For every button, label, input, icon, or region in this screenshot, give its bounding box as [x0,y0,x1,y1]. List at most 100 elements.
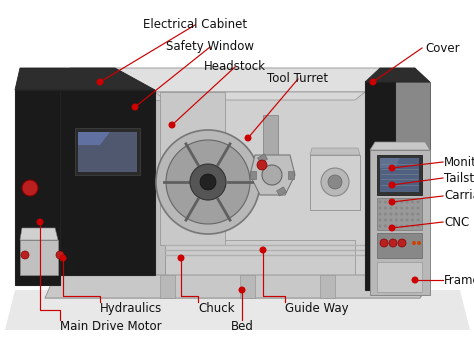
Polygon shape [20,240,58,275]
Polygon shape [380,158,419,192]
Circle shape [384,224,387,228]
Text: Headstock: Headstock [204,60,266,73]
Polygon shape [377,198,422,230]
Text: Chuck: Chuck [198,302,235,315]
Circle shape [97,78,103,86]
Text: Monitor: Monitor [444,155,474,169]
Polygon shape [160,92,225,245]
Circle shape [417,201,419,203]
Polygon shape [60,90,155,275]
Circle shape [406,224,409,228]
Circle shape [370,78,376,86]
Polygon shape [310,148,360,155]
Text: Electrical Cabinet: Electrical Cabinet [143,18,247,31]
Circle shape [389,181,395,189]
Polygon shape [365,82,395,290]
Polygon shape [75,128,140,175]
Polygon shape [390,82,430,290]
Polygon shape [45,275,430,298]
Circle shape [412,241,416,245]
Polygon shape [377,155,422,195]
Polygon shape [365,68,430,82]
Circle shape [36,218,44,225]
Text: Hydraulics: Hydraulics [100,302,162,315]
Circle shape [406,213,409,215]
Circle shape [389,224,392,228]
Circle shape [380,239,388,247]
Polygon shape [377,233,422,258]
Circle shape [389,213,392,215]
Text: Safety Window: Safety Window [166,40,254,53]
Circle shape [398,239,406,247]
Text: Tailstock: Tailstock [444,171,474,185]
Circle shape [21,251,29,259]
Circle shape [168,121,175,129]
Circle shape [406,207,409,209]
Circle shape [379,201,382,203]
Circle shape [411,277,419,284]
Polygon shape [55,92,430,285]
Circle shape [384,201,387,203]
Circle shape [400,213,403,215]
Text: Tool Turret: Tool Turret [267,72,328,85]
Text: Cover: Cover [425,42,460,55]
Text: Frame: Frame [444,273,474,286]
Circle shape [400,218,403,222]
Polygon shape [276,187,286,196]
Polygon shape [20,228,58,240]
Polygon shape [165,240,355,275]
Circle shape [400,201,403,203]
Circle shape [400,224,403,228]
Polygon shape [78,132,110,145]
Circle shape [379,213,382,215]
Polygon shape [15,68,155,90]
Circle shape [389,164,395,171]
Text: CNC: CNC [444,215,469,229]
Circle shape [384,207,387,209]
Circle shape [389,201,392,203]
Circle shape [190,164,226,200]
Circle shape [411,218,414,222]
Circle shape [395,218,398,222]
Circle shape [328,175,342,189]
Circle shape [389,207,392,209]
Polygon shape [257,154,267,163]
Circle shape [262,165,282,185]
Text: Main Drive Motor: Main Drive Motor [60,320,162,333]
Polygon shape [45,285,430,298]
Circle shape [417,224,419,228]
Polygon shape [370,142,430,150]
Circle shape [259,246,266,253]
Circle shape [400,207,403,209]
Circle shape [395,224,398,228]
Circle shape [166,140,250,224]
Circle shape [131,104,138,110]
Circle shape [389,239,397,247]
Polygon shape [310,155,360,210]
Polygon shape [320,275,335,298]
Polygon shape [240,275,255,298]
Circle shape [56,251,64,259]
Text: Bed: Bed [230,320,254,333]
Polygon shape [288,171,294,179]
Polygon shape [15,90,60,285]
Circle shape [411,201,414,203]
Circle shape [379,218,382,222]
Circle shape [411,213,414,215]
Circle shape [257,160,267,170]
Polygon shape [155,92,365,100]
Circle shape [238,286,246,294]
Circle shape [417,213,419,215]
Polygon shape [250,155,295,195]
Circle shape [200,174,216,190]
Circle shape [379,224,382,228]
Polygon shape [55,68,430,92]
Circle shape [389,224,395,231]
Polygon shape [155,100,165,275]
Circle shape [156,130,260,234]
Circle shape [321,168,349,196]
Circle shape [245,135,252,142]
Circle shape [177,255,184,262]
Circle shape [406,201,409,203]
Text: Guide Way: Guide Way [285,302,348,315]
